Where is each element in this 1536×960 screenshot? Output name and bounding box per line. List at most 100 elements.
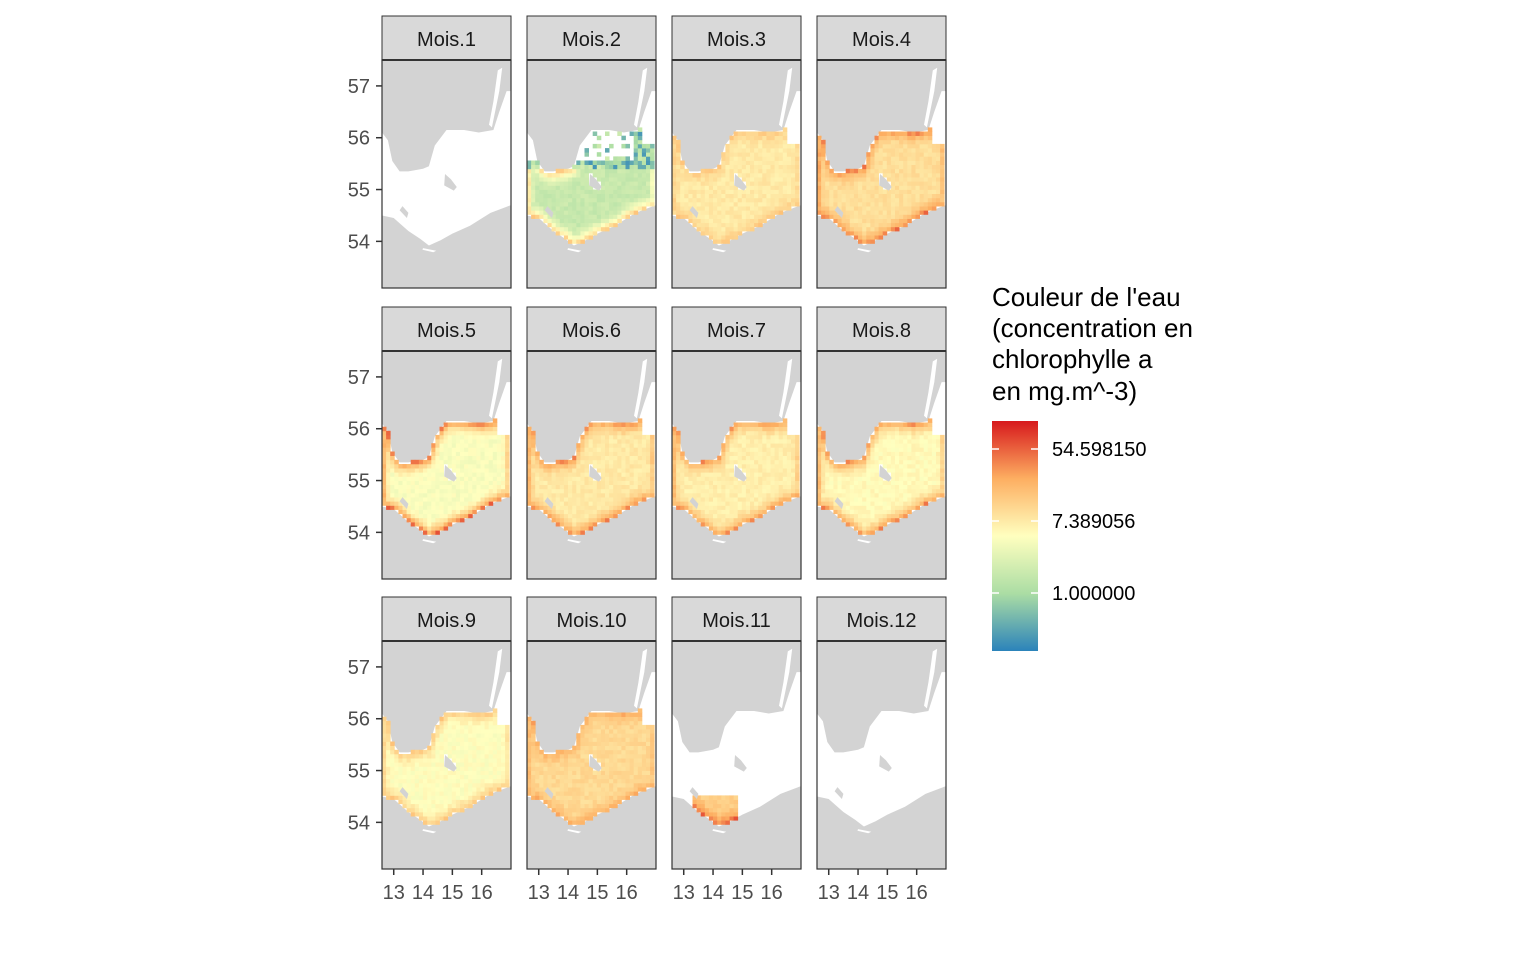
- raster-cell: [435, 737, 440, 742]
- raster-cell: [758, 422, 763, 427]
- raster-cell: [672, 202, 677, 207]
- raster-cell: [617, 434, 622, 440]
- raster-cell: [568, 488, 573, 494]
- raster-cell: [572, 484, 577, 490]
- raster-cell: [890, 214, 896, 219]
- raster-cell: [849, 480, 855, 485]
- raster-cell: [774, 476, 780, 481]
- raster-cell: [927, 434, 933, 440]
- raster-cell: [874, 464, 879, 469]
- raster-cell: [927, 472, 933, 477]
- raster-cell: [676, 152, 681, 157]
- raster-cell: [646, 185, 651, 190]
- raster-cell: [911, 214, 916, 219]
- raster-cell: [613, 509, 618, 515]
- raster-cell: [829, 202, 834, 207]
- raster-cell: [492, 464, 498, 469]
- raster-cell: [551, 210, 557, 215]
- raster-cell: [853, 468, 859, 473]
- raster-cell: [451, 778, 457, 784]
- raster-cell: [576, 530, 581, 535]
- raster-cell: [870, 488, 875, 494]
- raster-cell: [535, 795, 540, 800]
- raster-cell: [464, 501, 469, 506]
- raster-cell: [468, 758, 473, 763]
- raster-cell: [786, 193, 792, 199]
- raster-cell: [886, 193, 892, 199]
- raster-cell: [841, 464, 847, 469]
- raster-cell: [733, 488, 739, 494]
- raster-cell: [817, 493, 822, 498]
- raster-cell: [845, 206, 851, 211]
- chlorophyll-raster: [382, 418, 510, 535]
- raster-cell: [758, 202, 763, 207]
- raster-cell: [418, 497, 424, 502]
- raster-cell: [464, 737, 469, 742]
- raster-cell: [821, 505, 826, 510]
- raster-cell: [492, 447, 498, 452]
- raster-cell: [527, 737, 532, 742]
- raster-cell: [447, 509, 453, 515]
- raster-cell: [531, 720, 536, 726]
- raster-cell: [580, 222, 585, 228]
- raster-cell: [613, 210, 618, 215]
- raster-cell: [919, 426, 925, 432]
- raster-cell: [874, 493, 879, 498]
- raster-cell: [737, 522, 743, 527]
- raster-cell: [551, 770, 557, 775]
- raster-cell: [878, 185, 884, 190]
- raster-cell: [927, 418, 933, 423]
- raster-cell: [547, 177, 552, 182]
- raster-cell: [733, 148, 739, 153]
- raster-cell: [874, 455, 879, 461]
- raster-cell: [750, 139, 755, 145]
- raster-cell: [637, 455, 643, 461]
- raster-cell: [700, 488, 706, 494]
- raster-cell: [688, 189, 693, 194]
- raster-cell: [778, 173, 784, 178]
- raster-cell: [484, 770, 490, 775]
- raster-cell: [708, 206, 714, 211]
- raster-cell: [625, 177, 630, 182]
- raster-cell: [931, 493, 937, 498]
- raster-cell: [555, 177, 561, 182]
- raster-cell: [443, 422, 449, 427]
- raster-cell: [637, 418, 643, 423]
- raster-cell: [629, 131, 635, 136]
- raster-cell: [555, 522, 561, 527]
- raster-cell: [717, 522, 722, 527]
- raster-cell: [559, 749, 565, 755]
- raster-cell: [390, 758, 395, 763]
- raster-cell: [559, 488, 565, 494]
- raster-cell: [729, 218, 734, 224]
- raster-cell: [890, 226, 896, 232]
- raster-cell: [476, 716, 481, 722]
- raster-cell: [460, 451, 465, 456]
- raster-cell: [547, 774, 552, 780]
- raster-cell: [641, 156, 647, 161]
- raster-cell: [592, 197, 598, 203]
- raster-cell: [725, 464, 730, 469]
- raster-cell: [754, 513, 759, 519]
- raster-cell: [480, 497, 485, 502]
- raster-cell: [878, 143, 884, 149]
- raster-cell: [866, 168, 871, 174]
- raster-cell: [754, 160, 759, 165]
- raster-cell: [923, 455, 929, 461]
- raster-cell: [923, 148, 929, 153]
- raster-cell: [762, 185, 767, 190]
- raster-cell: [899, 173, 904, 178]
- raster-cell: [688, 464, 693, 469]
- raster-cell: [625, 206, 630, 211]
- raster-cell: [621, 505, 626, 510]
- raster-cell: [786, 455, 792, 461]
- raster-cell: [418, 807, 424, 813]
- raster-cell: [625, 143, 630, 149]
- raster-cell: [547, 472, 552, 477]
- raster-cell: [725, 148, 730, 153]
- raster-cell: [745, 476, 751, 481]
- raster-cell: [911, 480, 916, 485]
- raster-cell: [563, 464, 569, 469]
- raster-cell: [907, 135, 912, 141]
- raster-cell: [862, 493, 867, 498]
